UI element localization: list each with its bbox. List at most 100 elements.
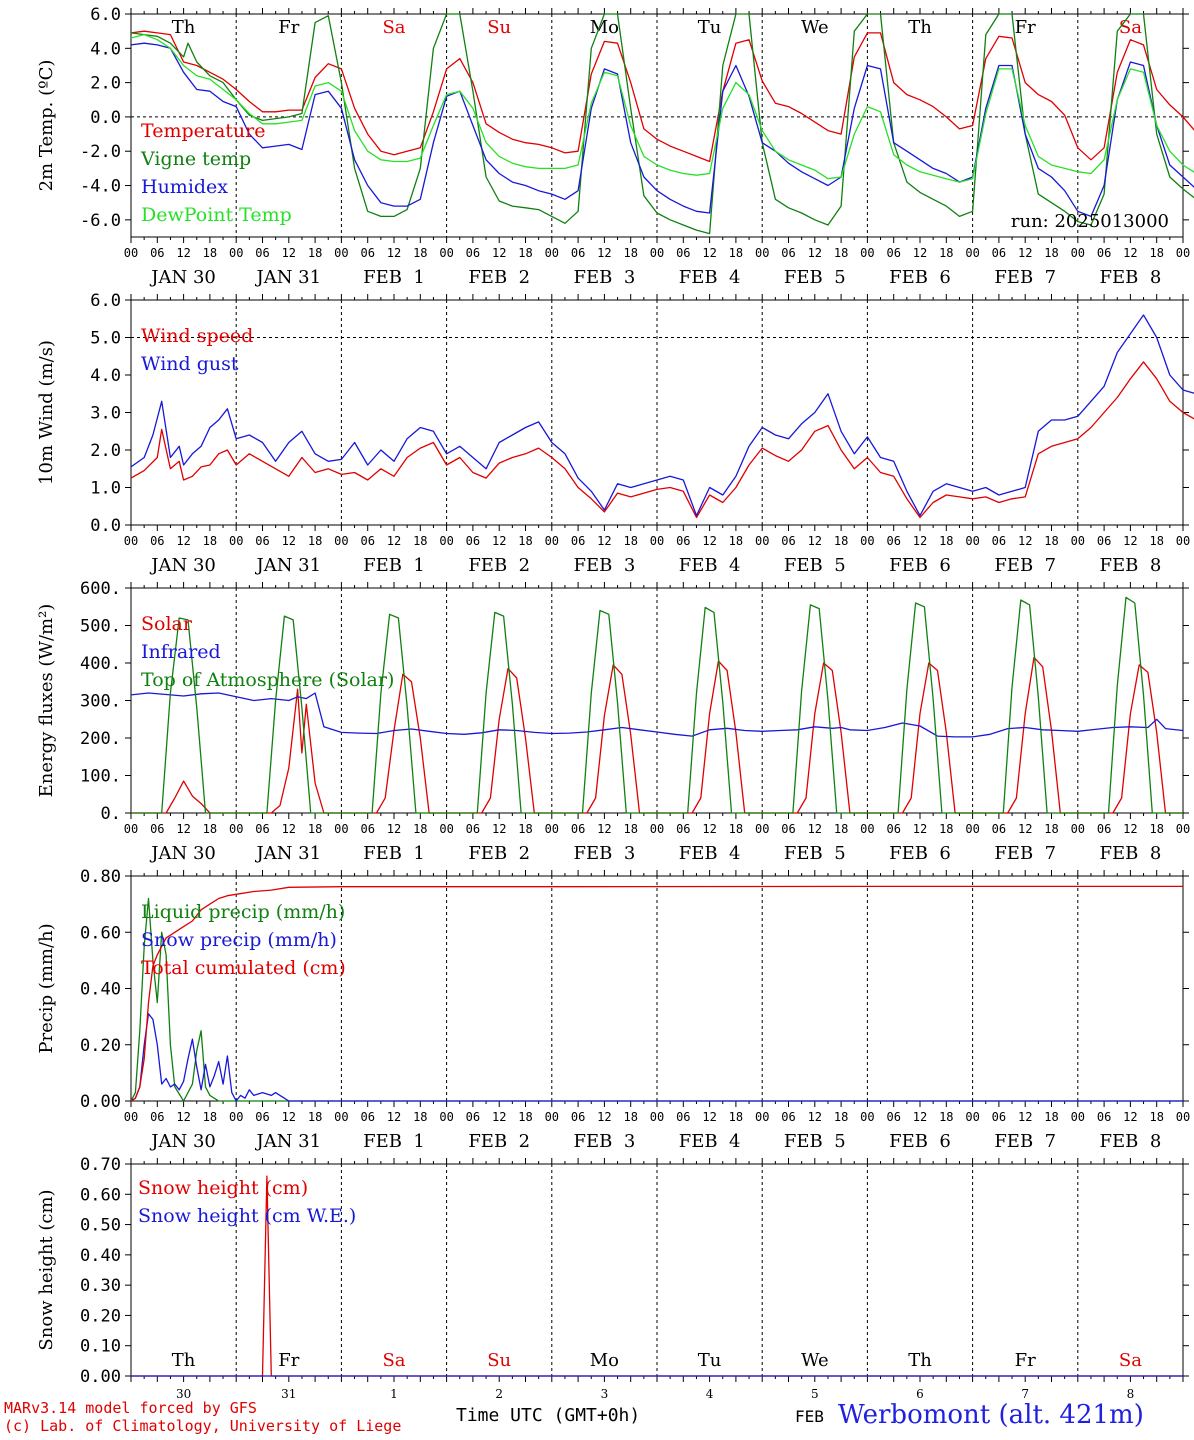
y-tick-label: 300.	[80, 692, 121, 712]
series-total-cumulated-cm	[130, 885, 1183, 1102]
hour-tick-label: 18	[1149, 1110, 1163, 1124]
date-label: FEB 7	[994, 843, 1056, 864]
hour-tick-label: 12	[387, 1110, 401, 1124]
date-label: FEB 8	[1100, 267, 1162, 288]
hour-tick-label: 00	[965, 534, 979, 548]
hour-tick-label: 00	[1071, 534, 1085, 548]
hour-tick-label: 06	[1097, 246, 1111, 260]
day-of-week-label: Sa	[1119, 17, 1142, 38]
date-label: FEB 6	[889, 267, 951, 288]
legend-entry: Vigne temp	[140, 148, 251, 170]
date-label: JAN 31	[255, 843, 322, 864]
hour-tick-label: 18	[834, 822, 848, 836]
day-of-week-label: Fr	[1015, 17, 1036, 38]
y-axis-label: Precip (mm/h)	[36, 923, 57, 1053]
date-label: FEB 7	[994, 555, 1056, 576]
hour-tick-label: 00	[334, 1110, 348, 1124]
date-label: FEB 8	[1100, 1131, 1162, 1152]
hour-tick-label: 12	[1018, 534, 1032, 548]
day-of-week-label: Fr	[278, 1350, 299, 1371]
day-number-label: 7	[1021, 1387, 1029, 1401]
hour-tick-label: 18	[939, 1110, 953, 1124]
hour-tick-label: 12	[176, 246, 190, 260]
hour-tick-label: 06	[886, 1110, 900, 1124]
series-infrared	[130, 692, 1184, 738]
hour-tick-label: 12	[282, 246, 296, 260]
hour-tick-label: 12	[913, 534, 927, 548]
hour-tick-label: 12	[387, 246, 401, 260]
y-tick-label: 0.70	[80, 1155, 121, 1175]
hour-tick-label: 06	[571, 246, 585, 260]
legend-entry: Wind gust	[141, 353, 239, 375]
series-vigne-temp	[130, 13, 1194, 235]
date-label: FEB 1	[363, 555, 425, 576]
hour-tick-label: 00	[860, 246, 874, 260]
y-tick-label: 5.0	[90, 329, 121, 349]
hour-tick-label: 00	[650, 534, 664, 548]
day-of-week-label: Tu	[698, 17, 722, 38]
footer-credits: MARv3.14 model forced by GFS (c) Lab. of…	[4, 1399, 401, 1435]
y-tick-label: -2.0	[80, 142, 121, 162]
precip-panel: 0.80 0.60 0.40 0.20 0.00 Precip (mm/h) 00 06 12 1…	[36, 867, 1190, 1152]
hour-tick-label: 06	[781, 534, 795, 548]
hour-tick-label: 00	[965, 822, 979, 836]
hour-tick-label: 12	[702, 246, 716, 260]
day-number-label: 3	[601, 1387, 609, 1401]
energy-panel: 600. 500. 400. 300. 200. 100. 0. Energy fluxes …	[36, 579, 1190, 864]
hour-tick-label: 00	[860, 534, 874, 548]
hour-tick-label: 18	[623, 822, 637, 836]
hour-tick-label: 06	[676, 1110, 690, 1124]
hour-tick-label: 00	[1176, 822, 1190, 836]
hour-tick-label: 12	[702, 1110, 716, 1124]
y-tick-label: 0.00	[80, 1367, 121, 1387]
hour-tick-label: 06	[781, 1110, 795, 1124]
legend-entry: Humidex	[141, 176, 228, 198]
hour-tick-label: 00	[1176, 246, 1190, 260]
model-credit: MARv3.14 model forced by GFS	[4, 1399, 257, 1417]
hour-tick-label: 12	[492, 246, 506, 260]
y-tick-label: 0.10	[80, 1337, 121, 1357]
hour-tick-label: 00	[439, 822, 453, 836]
hour-tick-label: 00	[860, 822, 874, 836]
hour-tick-label: 06	[571, 822, 585, 836]
hour-tick-label: 06	[255, 534, 269, 548]
hour-tick-label: 12	[1018, 822, 1032, 836]
date-label: FEB 4	[679, 267, 741, 288]
series-liquid-precip-mm-h	[130, 897, 1183, 1102]
snow-panel: 0.70 0.60 0.50 0.40 0.30 0.20 0.10 0.00 Snow hei…	[36, 1155, 1189, 1401]
y-tick-label: 2.0	[90, 441, 121, 461]
y-axis-label: 2m Temp. (ºC)	[36, 60, 57, 192]
day-number-label: 1	[390, 1387, 398, 1401]
date-label: JAN 30	[149, 555, 216, 576]
y-tick-label: -4.0	[80, 177, 121, 197]
y-tick-label: 0.40	[80, 1246, 121, 1266]
day-of-week-label: Sa	[382, 17, 405, 38]
hour-tick-label: 12	[808, 246, 822, 260]
hour-tick-label: 06	[466, 246, 480, 260]
hour-tick-label: 12	[808, 534, 822, 548]
day-of-week-label: Th	[908, 1350, 932, 1371]
hour-tick-label: 18	[413, 246, 427, 260]
y-tick-label: 0.60	[80, 1185, 121, 1205]
y-tick-label: 0.40	[80, 980, 121, 1000]
hour-tick-label: 18	[308, 534, 322, 548]
y-tick-label: 2.0	[90, 74, 121, 94]
hour-tick-label: 00	[545, 246, 559, 260]
hour-tick-label: 12	[176, 1110, 190, 1124]
hour-tick-label: 00	[755, 1110, 769, 1124]
hour-tick-label: 00	[124, 1110, 138, 1124]
y-tick-label: 600.	[80, 579, 121, 599]
y-tick-label: 0.0	[90, 108, 121, 128]
hour-tick-label: 00	[334, 822, 348, 836]
hour-tick-label: 06	[1097, 534, 1111, 548]
run-label: run: 2025013000	[1011, 211, 1169, 232]
hour-tick-label: 18	[623, 1110, 637, 1124]
hour-tick-label: 12	[387, 534, 401, 548]
hour-tick-label: 18	[834, 246, 848, 260]
hour-tick-label: 06	[571, 1110, 585, 1124]
wind-frame	[130, 299, 1184, 526]
date-label: FEB 4	[679, 1131, 741, 1152]
hour-tick-label: 18	[1149, 246, 1163, 260]
hour-tick-label: 06	[360, 246, 374, 260]
hour-tick-label: 06	[886, 822, 900, 836]
